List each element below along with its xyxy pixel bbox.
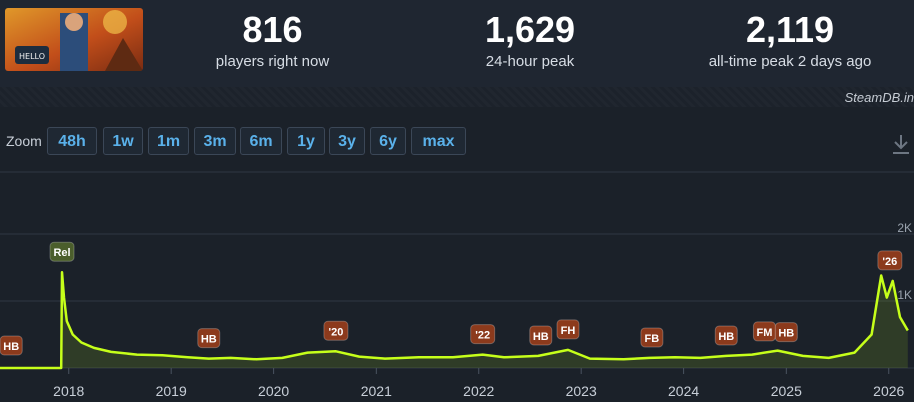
annotation-marker xyxy=(0,335,23,356)
annotation-label: FH xyxy=(561,325,576,337)
daily-peak-value: 1,629 xyxy=(484,9,576,50)
all-time-peak-label: all-time peak 2 days ago xyxy=(708,53,872,70)
current-players-label: players right now xyxy=(215,53,330,70)
series-area xyxy=(0,272,908,368)
chart-credit[interactable]: SteamDB.in xyxy=(844,90,914,105)
annotation-marker xyxy=(197,328,221,349)
zoom-max-button[interactable]: max xyxy=(411,127,466,155)
annotation-label: HB xyxy=(201,334,217,346)
annotation-label: HB xyxy=(778,328,794,340)
y-tick-label: 2K xyxy=(897,221,912,235)
x-tick-label: 2020 xyxy=(258,383,289,399)
x-tick-label: 2023 xyxy=(566,383,597,399)
current-players-value: 816 xyxy=(242,9,303,50)
daily-peak-label: 24-hour peak xyxy=(485,53,575,70)
zoom-3y-button[interactable]: 3y xyxy=(329,127,365,155)
player-count-chart: 2K 1K 2018 2019 2020 2021 2022 2023 2024 2025 2026… xyxy=(0,171,914,399)
svg-text:HELLO: HELLO xyxy=(19,52,45,61)
annotation-marker xyxy=(529,325,553,346)
annotation-label: HB xyxy=(718,331,734,343)
annotation-marker xyxy=(714,325,738,346)
annotation-marker xyxy=(877,250,903,271)
x-tick-label: 2022 xyxy=(463,383,494,399)
annotation-label: HB xyxy=(533,331,549,343)
annotation-marker xyxy=(323,320,349,341)
game-thumbnail-icon[interactable]: HELLO xyxy=(5,8,143,71)
annotation-label: '20 xyxy=(328,326,343,338)
annotation-label: FB xyxy=(645,333,660,345)
all-time-peak-stat: 2,119 all-time peak 2 days ago xyxy=(690,9,890,71)
annotation-marker xyxy=(640,327,664,348)
annotation-marker xyxy=(774,322,798,343)
x-tick-label: 2026 xyxy=(873,383,904,399)
zoom-1m-button[interactable]: 1m xyxy=(148,127,189,155)
x-tick-label: 2024 xyxy=(668,383,699,399)
x-tick-label: 2025 xyxy=(771,383,802,399)
annotation-label: '26 xyxy=(882,256,897,268)
daily-peak-stat: 1,629 24-hour peak xyxy=(440,9,620,71)
series-line xyxy=(0,270,909,370)
zoom-48h-button[interactable]: 48h xyxy=(47,127,97,155)
x-tick-label: 2021 xyxy=(361,383,392,399)
annotation-marker xyxy=(49,241,75,262)
annotation-marker xyxy=(470,324,496,345)
download-icon[interactable] xyxy=(891,133,911,155)
annotation-label: FM xyxy=(756,327,772,339)
zoom-1w-button[interactable]: 1w xyxy=(103,127,143,155)
annotation-label: Rel xyxy=(53,247,70,259)
zoom-1y-button[interactable]: 1y xyxy=(287,127,325,155)
x-tick-label: 2018 xyxy=(53,383,84,399)
all-time-peak-value: 2,119 xyxy=(745,9,835,50)
zoom-3m-button[interactable]: 3m xyxy=(194,127,236,155)
annotation-label: '22 xyxy=(475,330,490,342)
current-players-stat: 816 players right now xyxy=(190,9,355,71)
annotation-marker xyxy=(556,319,580,340)
y-tick-label: 1K xyxy=(897,288,912,302)
x-tick-label: 2019 xyxy=(156,383,187,399)
annotation-label: HB xyxy=(3,341,19,353)
zoom-label: Zoom xyxy=(6,133,42,149)
zoom-6m-button[interactable]: 6m xyxy=(240,127,282,155)
zoom-6y-button[interactable]: 6y xyxy=(370,127,406,155)
stats-header: HELLO 816 players right now 1,629 24-hou… xyxy=(0,0,914,87)
separator-band xyxy=(0,87,914,107)
